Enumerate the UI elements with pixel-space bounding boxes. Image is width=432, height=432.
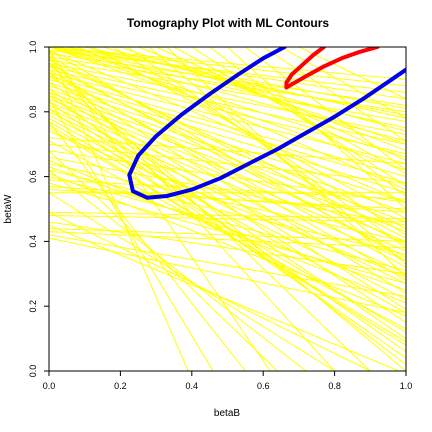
x-tick-label: 1.0 bbox=[400, 381, 413, 391]
tomography-line bbox=[49, 101, 406, 352]
tomography-line bbox=[49, 49, 271, 371]
tomography-line bbox=[49, 88, 406, 323]
tomography-line bbox=[155, 47, 406, 161]
y-tick-label: 0.0 bbox=[28, 365, 38, 378]
tomography-lines bbox=[49, 47, 406, 371]
tomography-line bbox=[49, 231, 406, 249]
tomography-line bbox=[49, 59, 406, 229]
tomography-line bbox=[49, 179, 406, 200]
tomography-line bbox=[262, 47, 406, 142]
tomography-line bbox=[49, 150, 278, 371]
chart-title: Tomography Plot with ML Contours bbox=[127, 16, 330, 30]
tomography-line bbox=[49, 62, 371, 371]
tomography-line bbox=[49, 211, 406, 220]
tomography-line bbox=[49, 224, 400, 371]
tomography-line bbox=[49, 49, 406, 93]
tomography-line bbox=[49, 49, 406, 262]
tomography-line bbox=[173, 47, 406, 174]
tomography-line bbox=[49, 72, 406, 268]
tomography-line bbox=[49, 49, 406, 203]
tomography-line bbox=[148, 47, 406, 265]
tomography-line bbox=[77, 47, 406, 191]
y-tick-label: 0.2 bbox=[28, 300, 38, 313]
tomography-line bbox=[280, 47, 406, 119]
tomography-line bbox=[49, 159, 406, 304]
tomography-line bbox=[49, 163, 406, 242]
x-axis-label: betaB bbox=[214, 408, 240, 419]
tomography-line bbox=[102, 47, 406, 132]
x-tick-label: 0.4 bbox=[186, 381, 199, 391]
inner-ml-contour bbox=[284, 47, 380, 90]
x-tick-label: 0.6 bbox=[257, 381, 270, 391]
tomography-line bbox=[49, 47, 406, 87]
tomography-line bbox=[49, 82, 406, 194]
tomography-line bbox=[49, 221, 406, 275]
tomography-line bbox=[49, 75, 406, 294]
tomography-line bbox=[49, 189, 406, 210]
tomography-line bbox=[49, 156, 406, 226]
tomography-line bbox=[91, 47, 406, 220]
tomography-line bbox=[49, 169, 307, 371]
ml-contours bbox=[127, 47, 406, 200]
plot-frame bbox=[48, 46, 407, 372]
y-tick-label: 1.0 bbox=[28, 41, 38, 54]
y-axis-label: betaW bbox=[3, 194, 14, 223]
tomography-line bbox=[245, 47, 406, 171]
y-tick-label: 0.4 bbox=[28, 235, 38, 248]
tomography-line bbox=[49, 137, 406, 165]
x-axis: 0.0 0.2 0.4 0.6 0.8 1.0 bbox=[43, 371, 413, 391]
outer-ml-contour bbox=[127, 47, 406, 200]
tomography-line bbox=[49, 108, 406, 359]
x-tick-label: 0.8 bbox=[328, 381, 341, 391]
tomography-line bbox=[49, 72, 406, 371]
x-tick-label: 0.0 bbox=[43, 381, 56, 391]
x-tick-label: 0.2 bbox=[114, 381, 127, 391]
tomography-line bbox=[49, 140, 406, 330]
tomography-line bbox=[49, 176, 406, 272]
tomography-line bbox=[298, 47, 406, 100]
tomography-line bbox=[166, 47, 406, 278]
y-tick-label: 0.8 bbox=[28, 106, 38, 119]
tomography-line bbox=[49, 47, 406, 142]
tomography-line bbox=[191, 47, 406, 187]
tomography-line bbox=[49, 237, 406, 314]
y-tick-label: 0.6 bbox=[28, 170, 38, 183]
tomography-line bbox=[49, 172, 406, 317]
tomography-line bbox=[49, 47, 406, 158]
tomography-line bbox=[49, 114, 406, 301]
tomography-line bbox=[49, 56, 406, 113]
tomography-line bbox=[49, 192, 335, 371]
y-axis: 0.0 0.2 0.4 0.6 0.8 1.0 bbox=[28, 41, 49, 378]
tomography-line bbox=[49, 166, 406, 291]
tomography-line bbox=[49, 234, 406, 297]
tomography-line bbox=[49, 130, 406, 278]
tomography-line bbox=[49, 47, 406, 171]
